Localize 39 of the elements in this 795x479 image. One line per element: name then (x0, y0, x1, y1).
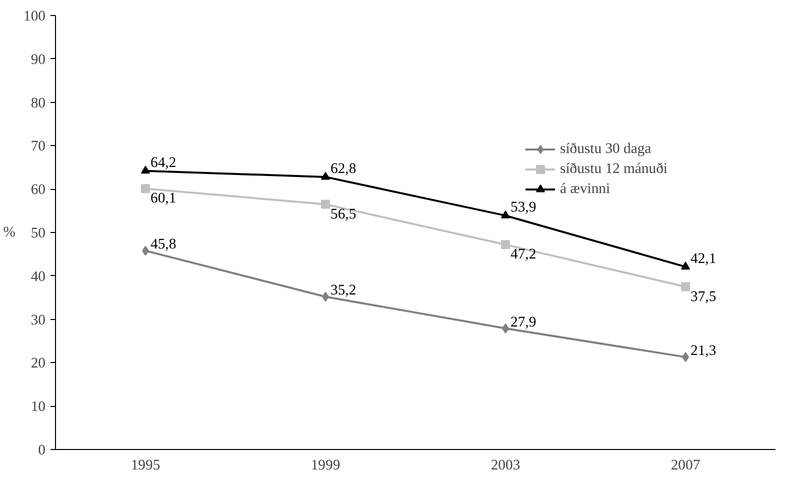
y-tick-label: 20 (30, 356, 46, 372)
data-label: 53,9 (510, 200, 536, 216)
data-label: 60,1 (150, 190, 176, 207)
point (501, 210, 510, 218)
data-label: 35,2 (330, 282, 356, 299)
point (321, 172, 330, 180)
y-tick-label: 70 (30, 138, 46, 155)
data-label: 21,3 (690, 343, 716, 360)
data-label: 64,2 (150, 154, 176, 171)
data-label: 45,8 (150, 236, 176, 253)
data-label: 42,1 (690, 250, 716, 267)
x-tick-label: 1995 (130, 458, 160, 474)
y-tick-label: 50 (30, 226, 46, 242)
legend-label: síðustu 30 daga (560, 140, 652, 158)
y-tick-label: 30 (30, 312, 46, 328)
x-tick-label: 2003 (490, 458, 520, 474)
y-tick-label: 60 (30, 182, 46, 198)
y-tick-label: 100 (24, 8, 46, 24)
y-tick-label: 40 (30, 268, 46, 285)
legend-label: á ævinni (560, 180, 610, 198)
legend-label: síðustu 12 mánuði (560, 160, 668, 178)
y-tick-label: 0 (38, 442, 46, 458)
y-tick-label: 80 (30, 95, 46, 112)
x-tick-label: 1999 (310, 458, 340, 474)
point (321, 200, 330, 209)
point (501, 240, 510, 250)
data-label: 47,2 (510, 246, 536, 263)
data-label: 27,9 (510, 314, 536, 330)
data-label: 62,8 (330, 160, 356, 177)
point (681, 282, 690, 292)
point (141, 166, 150, 174)
y-tick-label: 10 (30, 399, 46, 416)
y-tick-label: 90 (30, 52, 46, 68)
x-tick-label: 2007 (670, 458, 700, 474)
point (681, 262, 690, 270)
data-label: 56,5 (330, 206, 356, 222)
y-axis-title: % (3, 224, 16, 240)
data-label: 37,5 (690, 288, 716, 305)
point (141, 184, 150, 194)
